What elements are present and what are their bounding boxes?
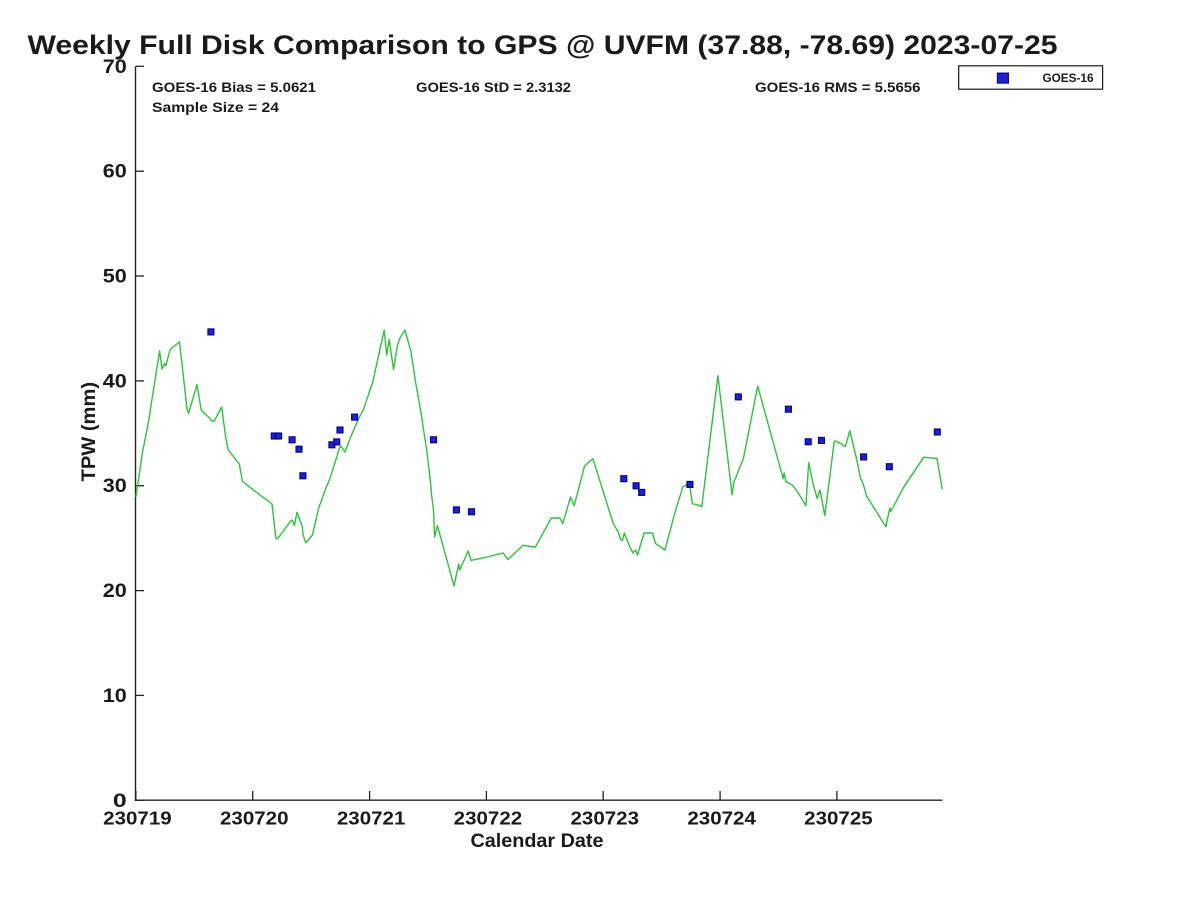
svg-text:Weekly Full Disk Comparison to: Weekly Full Disk Comparison to GPS @ UVF… (28, 30, 1058, 60)
svg-text:10: 10 (103, 686, 127, 707)
svg-text:20: 20 (103, 581, 127, 602)
svg-text:230719: 230719 (103, 808, 172, 829)
svg-text:70: 70 (103, 57, 127, 78)
svg-text:230723: 230723 (571, 808, 640, 829)
svg-text:GOES-16 Bias = 5.0621: GOES-16 Bias = 5.0621 (152, 80, 317, 95)
svg-text:230721: 230721 (337, 808, 406, 829)
svg-text:0: 0 (113, 791, 127, 812)
svg-text:230720: 230720 (220, 808, 289, 829)
svg-text:GOES-16 RMS = 5.5656: GOES-16 RMS = 5.5656 (755, 80, 921, 95)
svg-text:30: 30 (103, 476, 127, 497)
svg-text:Calendar Date: Calendar Date (471, 831, 604, 852)
svg-text:230724: 230724 (687, 808, 756, 829)
svg-text:230722: 230722 (454, 808, 523, 829)
svg-text:GOES-16 StD = 2.3132: GOES-16 StD = 2.3132 (416, 80, 571, 95)
svg-text:Sample Size = 24: Sample Size = 24 (152, 100, 280, 115)
svg-text:230725: 230725 (804, 808, 873, 829)
svg-text:50: 50 (103, 267, 127, 288)
svg-text:TPW (mm): TPW (mm) (79, 382, 100, 482)
svg-text:60: 60 (103, 162, 127, 183)
svg-text:GOES-16: GOES-16 (1043, 71, 1094, 85)
svg-text:40: 40 (103, 371, 127, 392)
